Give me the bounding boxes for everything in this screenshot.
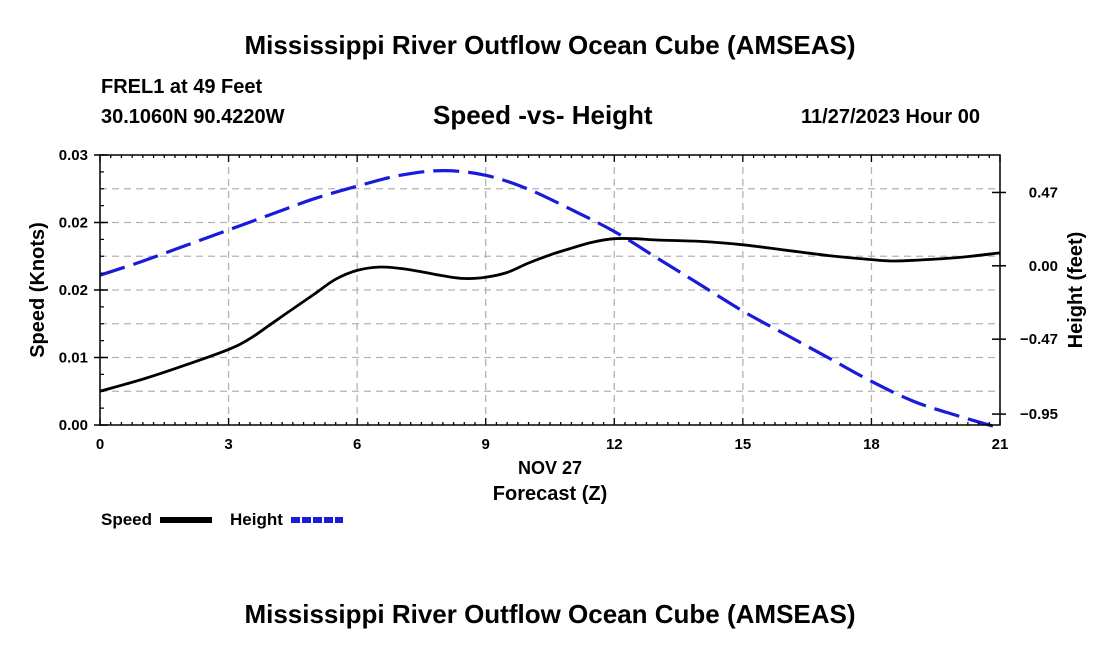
legend: Speed Height bbox=[101, 510, 343, 529]
x-axis-date-label: NOV 27 bbox=[518, 458, 582, 478]
x-tick-label: 6 bbox=[353, 436, 361, 453]
y-left-tick-label: 0.02 bbox=[59, 282, 88, 299]
x-tick-label: 0 bbox=[96, 436, 104, 453]
y-left-tick-label: 0.01 bbox=[59, 350, 88, 367]
footer-title: Mississippi River Outflow Ocean Cube (AM… bbox=[244, 599, 856, 629]
y-right-tick-label: −0.47 bbox=[1020, 331, 1058, 348]
forecast-datetime: 11/27/2023 Hour 00 bbox=[801, 106, 981, 128]
station-label: FREL1 at 49 Feet bbox=[101, 76, 263, 98]
grid-lines bbox=[99, 155, 1001, 425]
x-tick-label: 21 bbox=[992, 436, 1009, 453]
station-coordinates: 30.1060N 90.4220W bbox=[101, 106, 285, 128]
x-tick-label: 15 bbox=[735, 436, 752, 453]
y-axis-label-right: Height (feet) bbox=[1065, 232, 1087, 349]
chart-subtitle: Speed -vs- Height bbox=[433, 100, 653, 130]
chart-title: Mississippi River Outflow Ocean Cube (AM… bbox=[244, 30, 856, 60]
y-right-tick-label: 0.00 bbox=[1029, 258, 1058, 275]
legend-label-height: Height bbox=[230, 510, 283, 529]
x-tick-label: 12 bbox=[606, 436, 623, 453]
series-line-speed bbox=[99, 236, 1001, 393]
x-tick-label: 3 bbox=[224, 436, 232, 453]
series-layer bbox=[99, 168, 1001, 430]
x-tick-label: 9 bbox=[482, 436, 490, 453]
legend-label-speed: Speed bbox=[101, 510, 152, 529]
x-tick-label: 18 bbox=[863, 436, 880, 453]
x-axis-label: Forecast (Z) bbox=[493, 483, 607, 505]
y-left-tick-label: 0.02 bbox=[59, 215, 88, 232]
y-left-tick-label: 0.00 bbox=[59, 417, 88, 434]
y-right-tick-label: 0.47 bbox=[1029, 184, 1058, 201]
y-right-tick-label: −0.95 bbox=[1020, 406, 1058, 423]
series-line-height bbox=[99, 168, 1001, 430]
y-axis-label-left: Speed (Knots) bbox=[27, 222, 49, 358]
y-left-tick-label: 0.03 bbox=[59, 147, 88, 164]
axes: 0 3 6 9 12 15 18 21 0.00 0.01 0.02 0.02 0.03 0.47 0.00… bbox=[59, 147, 1058, 453]
